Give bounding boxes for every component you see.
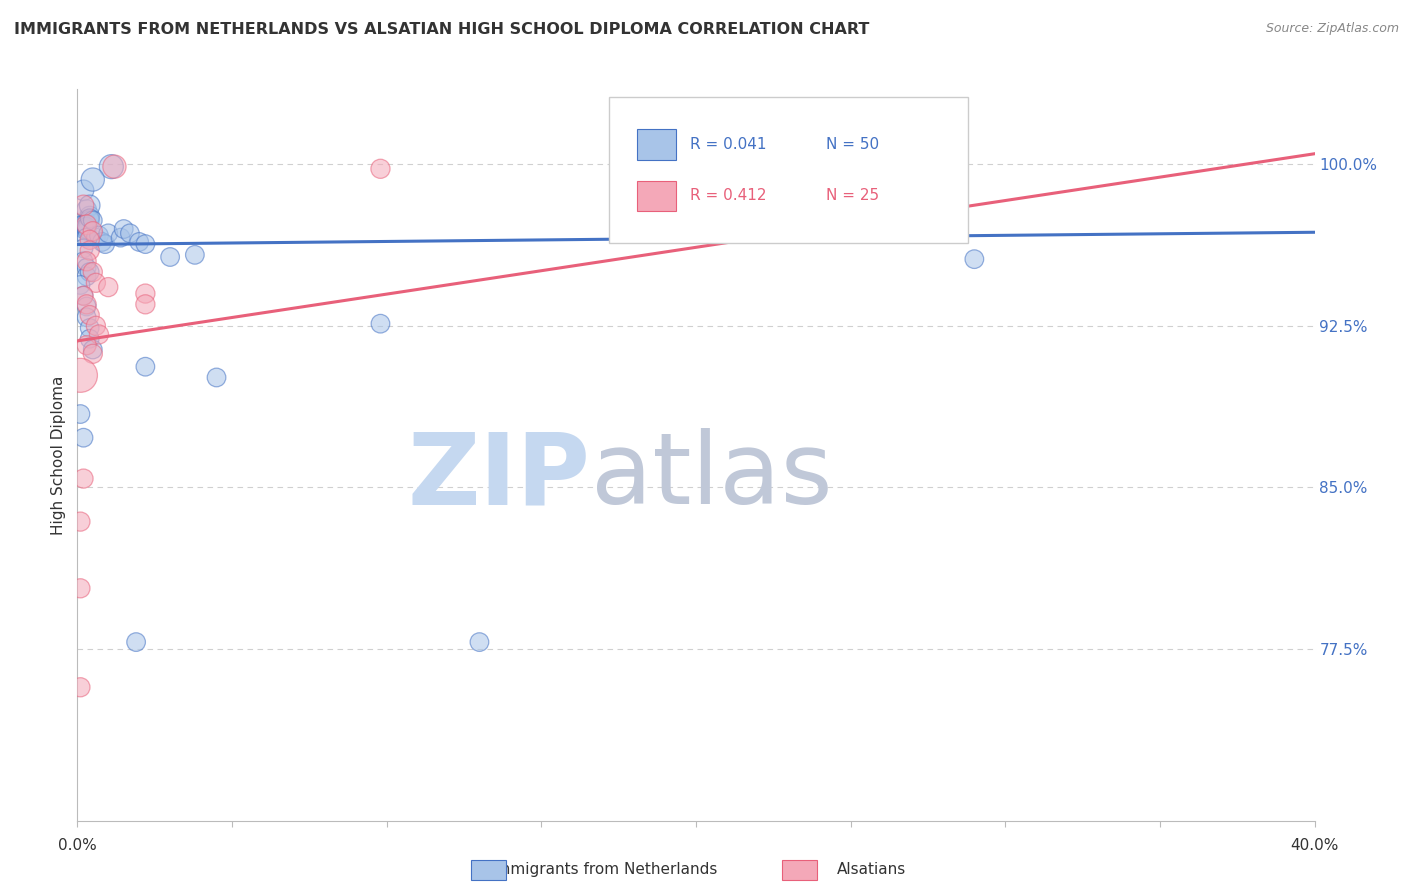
Point: [76, 260, 98, 275]
Point: [76, 222, 98, 236]
Point: [118, 227, 141, 241]
Point: [76, 224, 98, 238]
Point: [72, 198, 94, 212]
Point: [82, 213, 104, 227]
Point: [72, 222, 94, 236]
Point: [79, 233, 101, 247]
Point: [134, 297, 156, 311]
Point: [79, 244, 101, 258]
Text: N = 25: N = 25: [825, 187, 879, 202]
Text: ZIP: ZIP: [408, 428, 591, 525]
Text: Source: ZipAtlas.com: Source: ZipAtlas.com: [1265, 22, 1399, 36]
Point: [72, 241, 94, 255]
Point: [84, 230, 107, 244]
Point: [79, 321, 101, 335]
Point: [82, 347, 104, 361]
Point: [370, 161, 392, 176]
Point: [69, 680, 91, 694]
Point: [103, 160, 125, 174]
Point: [100, 160, 122, 174]
Point: [79, 332, 101, 346]
Point: [69, 218, 91, 232]
Text: R = 0.041: R = 0.041: [690, 136, 766, 152]
Point: [79, 211, 101, 226]
Point: [76, 218, 98, 232]
FancyBboxPatch shape: [609, 96, 969, 243]
Point: [76, 300, 98, 314]
Text: IMMIGRANTS FROM NETHERLANDS VS ALSATIAN HIGH SCHOOL DIPLOMA CORRELATION CHART: IMMIGRANTS FROM NETHERLANDS VS ALSATIAN …: [14, 22, 869, 37]
Point: [79, 198, 101, 212]
Text: 40.0%: 40.0%: [1291, 838, 1339, 853]
Text: N = 50: N = 50: [825, 136, 879, 152]
Point: [110, 230, 132, 244]
Text: 0.0%: 0.0%: [58, 838, 97, 853]
Point: [82, 224, 104, 238]
Point: [79, 308, 101, 322]
Point: [69, 277, 91, 292]
Point: [76, 254, 98, 268]
Point: [128, 235, 150, 249]
Y-axis label: High School Diploma: High School Diploma: [51, 376, 66, 534]
Point: [72, 289, 94, 303]
Point: [69, 368, 91, 383]
Point: [72, 289, 94, 303]
Point: [468, 635, 491, 649]
Point: [87, 228, 110, 243]
Point: [76, 310, 98, 325]
Point: [72, 219, 94, 234]
Point: [159, 250, 181, 264]
Point: [72, 218, 94, 232]
Point: [134, 237, 156, 252]
Point: [134, 359, 156, 374]
Point: [125, 635, 148, 649]
Point: [76, 338, 98, 352]
Point: [82, 265, 104, 279]
Point: [134, 286, 156, 301]
Point: [91, 235, 114, 249]
Point: [72, 431, 94, 445]
Point: [82, 172, 104, 186]
Point: [69, 515, 91, 529]
Point: [76, 202, 98, 217]
Point: [76, 269, 98, 284]
Point: [963, 252, 986, 267]
Point: [72, 183, 94, 197]
Point: [69, 407, 91, 421]
Point: [205, 370, 228, 384]
Point: [82, 343, 104, 357]
Point: [72, 472, 94, 486]
Point: [97, 227, 120, 241]
Point: [87, 327, 110, 342]
FancyBboxPatch shape: [637, 129, 676, 161]
Point: [76, 297, 98, 311]
Text: Immigrants from Netherlands: Immigrants from Netherlands: [491, 863, 718, 877]
Text: atlas: atlas: [591, 428, 832, 525]
Point: [69, 582, 91, 596]
Point: [79, 209, 101, 223]
Point: [94, 237, 117, 252]
Point: [72, 254, 94, 268]
Point: [84, 276, 107, 290]
Text: R = 0.412: R = 0.412: [690, 187, 766, 202]
Point: [76, 219, 98, 234]
Point: [84, 318, 107, 333]
Point: [370, 317, 392, 331]
FancyBboxPatch shape: [637, 180, 676, 211]
Point: [112, 222, 135, 236]
Point: [76, 216, 98, 230]
Point: [97, 280, 120, 294]
Point: [79, 213, 101, 227]
Text: Alsatians: Alsatians: [837, 863, 907, 877]
Point: [184, 248, 207, 262]
Point: [76, 230, 98, 244]
Point: [79, 265, 101, 279]
